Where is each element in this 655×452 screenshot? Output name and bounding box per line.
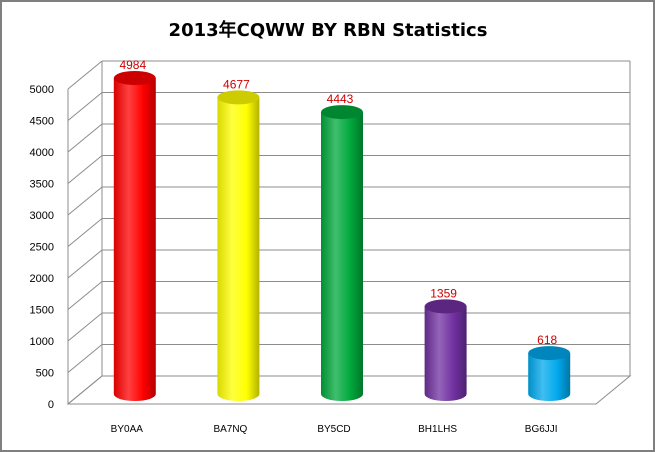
side-gridline (67, 344, 103, 373)
y-tick-label: 0 (48, 399, 54, 411)
data-label: 4677 (223, 77, 250, 91)
side-gridline (67, 249, 103, 279)
side-gridline (67, 123, 103, 153)
y-tick-label: 4000 (30, 147, 54, 159)
side-gridline (67, 60, 103, 90)
bar-body (528, 353, 571, 402)
gridlines (66, 60, 632, 405)
bar-top (113, 71, 156, 86)
y-tick-label: 2500 (30, 242, 54, 254)
bar-top (424, 299, 467, 314)
side-gridline (67, 312, 103, 342)
y-tick-label: 4500 (30, 116, 54, 128)
bar-body (113, 78, 156, 402)
y-tick-label: 1500 (30, 305, 54, 317)
bar-bh1lhs (424, 299, 467, 402)
x-tick-label: BG6JJI (525, 424, 558, 435)
bar-top (217, 90, 260, 105)
bar-body (321, 112, 363, 401)
data-label: 1359 (430, 286, 457, 300)
bar-bg6jji (528, 346, 571, 402)
data-label: 618 (537, 333, 557, 347)
bar-top (528, 346, 571, 361)
y-tick-label: 2000 (30, 273, 54, 285)
side-gridline (67, 186, 103, 216)
y-tick-label: 500 (36, 368, 54, 380)
data-label: 4443 (327, 92, 354, 106)
bars (113, 71, 571, 402)
x-tick-label: BH1LHS (418, 424, 457, 435)
chart-title: 2013年CQWW BY RBN Statistics (169, 19, 488, 41)
bar-by0aa (113, 71, 156, 402)
axes: 0 500 1000 1500 2000 2500 3000 3500 4000 4500 5000… (30, 84, 558, 435)
side-gridline (67, 155, 103, 184)
bar-by5cd (321, 105, 363, 401)
y-tick-label: 1000 (30, 336, 54, 348)
bar-body (424, 306, 467, 402)
bar-top (321, 105, 363, 120)
side-gridline (67, 92, 103, 121)
data-labels: 4984 4677 4443 1359 618 (119, 58, 557, 347)
x-tick-label: BA7NQ (213, 424, 247, 435)
x-tick-label: BY0AA (111, 424, 144, 435)
side-gridline (67, 281, 103, 310)
y-tick-label: 3500 (30, 179, 54, 191)
bar-body (217, 97, 260, 402)
y-tick-label: 3000 (30, 210, 54, 222)
data-label: 4984 (119, 58, 146, 72)
chart-floor (66, 375, 632, 405)
bar-ba7nq (217, 90, 260, 402)
side-gridline (67, 218, 103, 247)
y-tick-label: 5000 (30, 84, 54, 96)
x-tick-label: BY5CD (317, 424, 350, 435)
